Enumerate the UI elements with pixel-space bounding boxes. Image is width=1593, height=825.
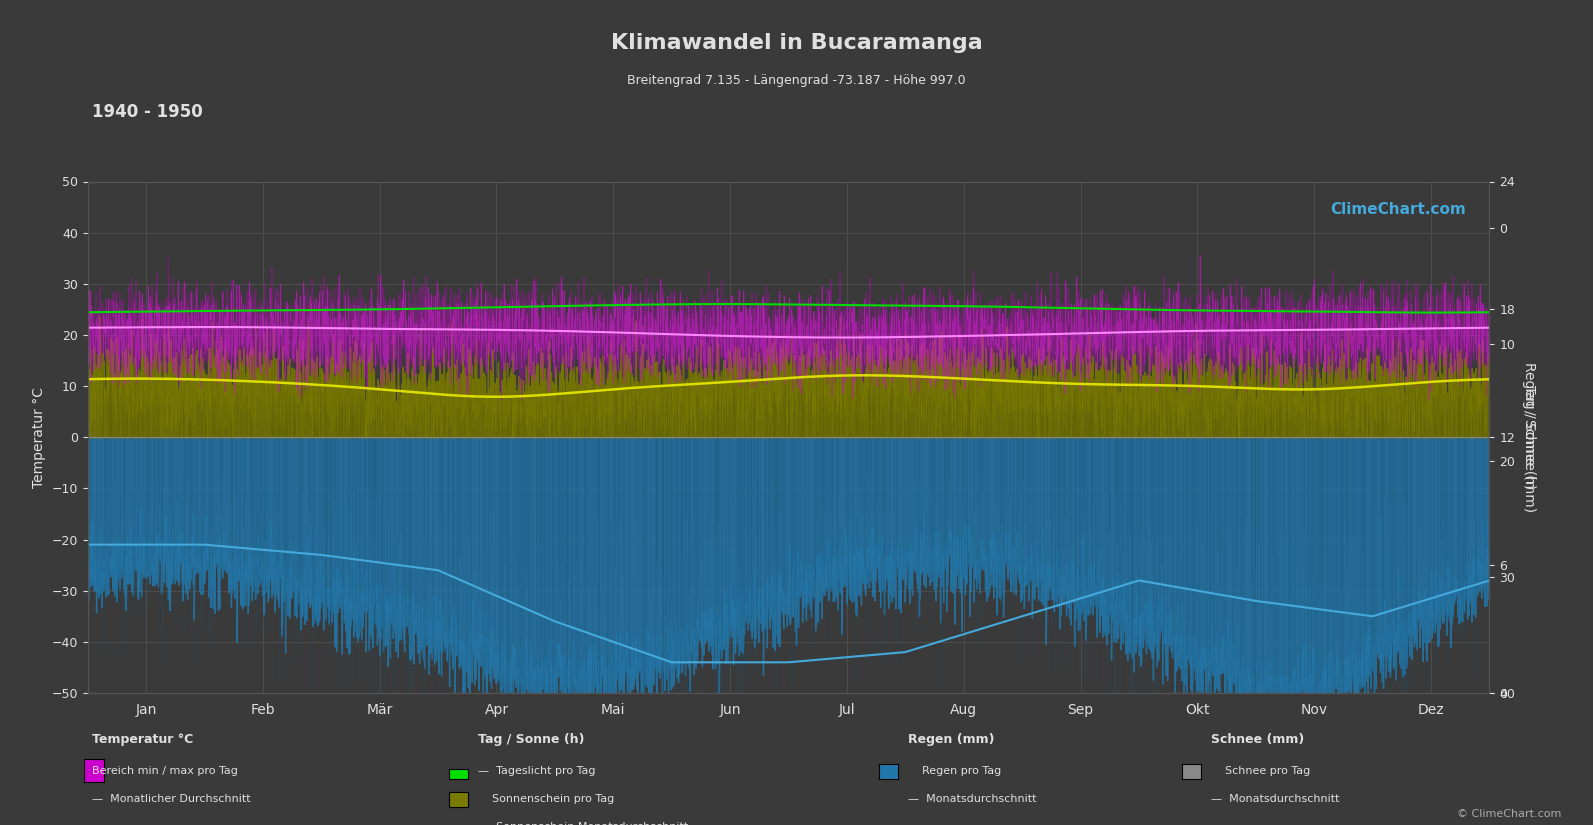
Text: © ClimeChart.com: © ClimeChart.com: [1456, 808, 1561, 818]
Text: 1940 - 1950: 1940 - 1950: [92, 103, 204, 121]
Text: Tag / Sonne (h): Tag / Sonne (h): [478, 733, 585, 746]
Text: —  Monatsdurchschnitt: — Monatsdurchschnitt: [1211, 794, 1340, 804]
Text: Regen (mm): Regen (mm): [908, 733, 994, 746]
Text: Temperatur °C: Temperatur °C: [92, 733, 194, 746]
Text: ClimeChart.com: ClimeChart.com: [1330, 202, 1466, 217]
Y-axis label: Temperatur °C: Temperatur °C: [32, 387, 46, 488]
Y-axis label: Tag / Sonne (h): Tag / Sonne (h): [1521, 385, 1536, 489]
Text: —  Monatsdurchschnitt: — Monatsdurchschnitt: [908, 794, 1037, 804]
Text: Schnee (mm): Schnee (mm): [1211, 733, 1305, 746]
Text: Schnee pro Tag: Schnee pro Tag: [1211, 766, 1309, 775]
Text: Breitengrad 7.135 - Längengrad -73.187 - Höhe 997.0: Breitengrad 7.135 - Längengrad -73.187 -…: [628, 74, 965, 87]
Y-axis label: Regen / Schnee (mm): Regen / Schnee (mm): [1521, 362, 1536, 512]
Text: —  Monatlicher Durchschnitt: — Monatlicher Durchschnitt: [92, 794, 252, 804]
Text: —  Tageslicht pro Tag: — Tageslicht pro Tag: [478, 766, 596, 775]
Text: Bereich min / max pro Tag: Bereich min / max pro Tag: [92, 766, 239, 775]
Text: —  Sonnenschein Monatsdurchschnitt: — Sonnenschein Monatsdurchschnitt: [478, 822, 688, 825]
Text: Klimawandel in Bucaramanga: Klimawandel in Bucaramanga: [610, 33, 983, 53]
Text: Regen pro Tag: Regen pro Tag: [908, 766, 1002, 775]
Text: Sonnenschein pro Tag: Sonnenschein pro Tag: [478, 794, 615, 804]
